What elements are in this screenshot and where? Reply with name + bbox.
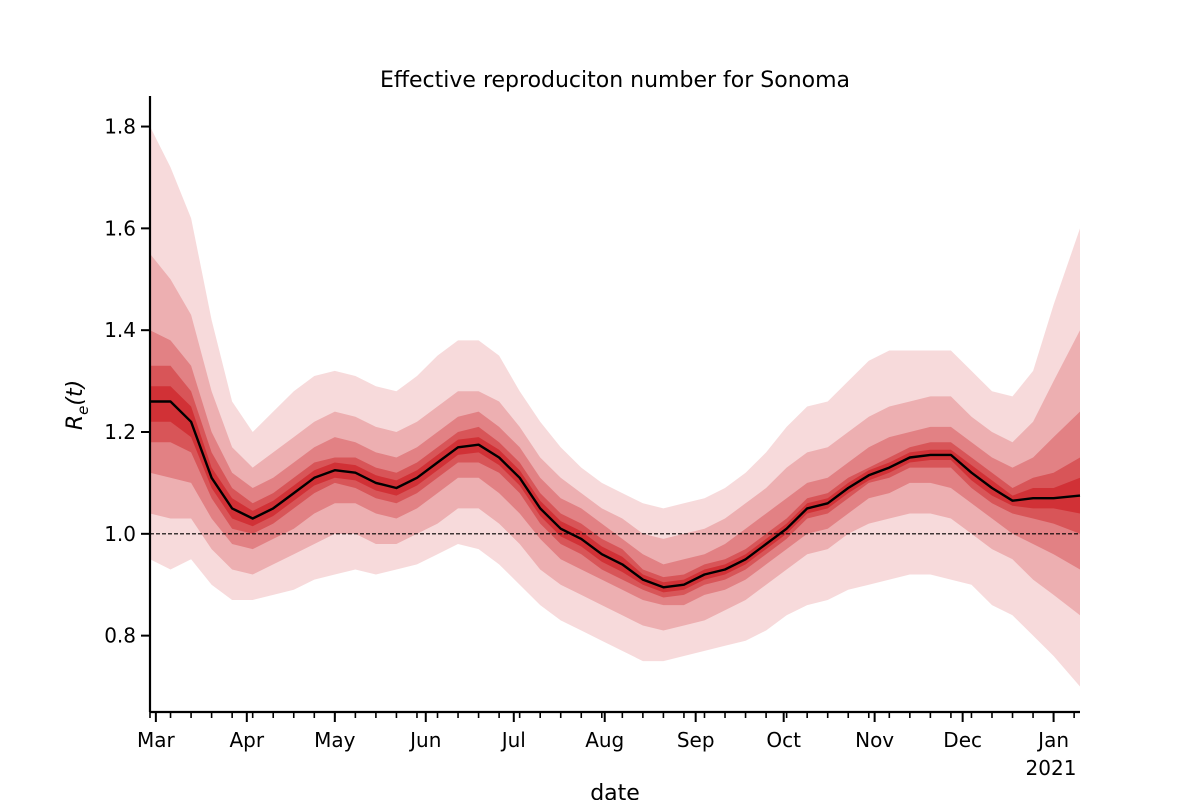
median-line — [150, 400, 1081, 589]
x-minor-ticks — [149, 712, 1075, 718]
x-tick-label-9: Dec — [943, 728, 982, 752]
x-tick-label-3: Jun — [408, 728, 441, 752]
x-tick-label-7: Oct — [766, 728, 801, 752]
y-tick-label-2: 1.2 — [104, 420, 136, 444]
year-label: 2021 — [1026, 756, 1077, 780]
band-2 — [150, 253, 1080, 631]
y-axis-label: Re(t) — [63, 380, 92, 430]
y-ticks: 0.8 1.0 1.2 1.4 1.6 1.8 — [104, 115, 150, 648]
y-tick-label-0: 0.8 — [104, 624, 136, 648]
chart-title: Effective reproduciton number for Sonoma — [380, 68, 850, 93]
x-tick-label-4: Jul — [500, 728, 526, 752]
x-axis-label: date — [590, 781, 640, 800]
y-axis-label-arg: (t) — [63, 380, 88, 406]
x-tick-label-5: Aug — [585, 728, 624, 752]
x-ticks: Mar Apr May Jun Jul Aug Sep Oct Nov Dec Jan — [137, 712, 1069, 752]
band-1 — [150, 126, 1080, 687]
x-tick-label-6: Sep — [677, 728, 715, 752]
y-axis-label-sub: e — [74, 406, 92, 415]
x-tick-label-1: Apr — [230, 728, 265, 752]
x-tick-label-8: Nov — [855, 728, 894, 752]
y-tick-label-3: 1.4 — [104, 318, 136, 342]
x-tick-label-0: Mar — [137, 728, 176, 752]
x-tick-label-2: May — [314, 728, 356, 752]
y-axis-label-base: R — [63, 415, 88, 430]
x-tick-label-10: Jan — [1036, 728, 1069, 752]
y-tick-label-1: 1.0 — [104, 522, 136, 546]
band-4 — [150, 365, 1080, 598]
uncertainty-bands — [150, 126, 1080, 687]
y-tick-label-5: 1.8 — [104, 115, 136, 139]
y-tick-label-4: 1.6 — [104, 216, 136, 240]
